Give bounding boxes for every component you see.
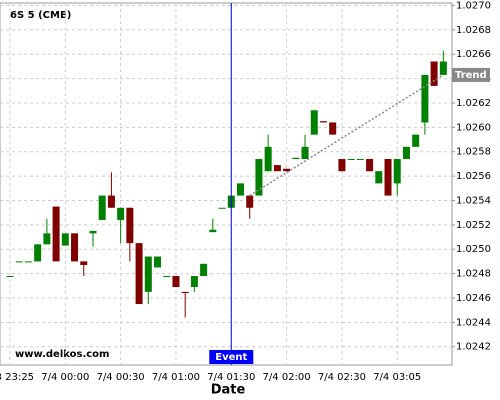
x-axis-label: Date (211, 383, 246, 398)
x-tick-label: 7/3 23:25 (0, 372, 34, 383)
candle-body (246, 195, 254, 208)
y-tick-label: 1.0244 (456, 317, 491, 328)
x-tick-label: 7/4 02:00 (263, 372, 311, 383)
candle-body (402, 146, 410, 160)
candle-body (200, 263, 208, 277)
trend-label-box (452, 67, 490, 82)
candle-body (237, 183, 244, 196)
candle-body (338, 159, 346, 172)
candle-body (412, 134, 420, 147)
candle-body (329, 122, 337, 135)
candle-body (117, 207, 125, 220)
candle-body (24, 261, 32, 263)
candle-body (430, 61, 438, 86)
candle-body (421, 74, 429, 123)
candle-body (209, 229, 217, 233)
candle-body (43, 233, 51, 245)
candle-body (181, 291, 189, 294)
x-tick-label: 7/4 01:30 (207, 372, 255, 383)
candle-body (52, 206, 60, 262)
candle-body (375, 171, 383, 184)
candle-body (439, 61, 447, 75)
event-label: Event (215, 352, 247, 363)
y-tick-label: 1.0254 (456, 195, 491, 206)
y-tick-label: 1.0268 (456, 25, 491, 36)
candle-body (6, 276, 14, 278)
candle-body (15, 261, 23, 263)
y-tick-label: 1.0258 (456, 147, 491, 158)
y-tick-label: 1.0266 (456, 49, 491, 60)
candle-body (126, 207, 134, 244)
candle-body (292, 157, 300, 160)
candle-body (273, 165, 281, 172)
trend-label: Trend (455, 70, 487, 81)
candle-body (61, 233, 69, 246)
x-tick-label: 7/4 00:00 (41, 372, 89, 383)
candle-body (301, 146, 309, 160)
candle-body (80, 261, 88, 266)
candle-body (135, 243, 143, 305)
candle-body (255, 159, 263, 196)
candle-body (107, 195, 115, 208)
candle-body (264, 146, 272, 172)
y-tick-label: 1.0262 (456, 98, 491, 109)
candle-body (172, 276, 180, 287)
event-label-box (209, 350, 254, 364)
candle-body (144, 256, 152, 292)
y-tick-label: 1.0252 (456, 220, 491, 231)
y-tick-label: 1.0270 (456, 0, 491, 11)
candle-body (163, 276, 171, 278)
candle-body (393, 159, 401, 184)
candle-body (347, 159, 355, 161)
y-tick-label: 1.0248 (456, 269, 491, 280)
candle-body (366, 159, 374, 172)
candle-body (384, 159, 392, 196)
candle-body (34, 244, 42, 262)
candle-body (356, 159, 364, 161)
x-tick-label: 7/4 00:30 (97, 372, 145, 383)
candle-body (98, 195, 106, 220)
watermark: www.delkos.com (15, 349, 109, 360)
candle-body (154, 256, 162, 268)
y-tick-label: 1.0260 (456, 122, 491, 133)
chart-title: 6S 5 (CME) (10, 10, 71, 21)
candle-body (190, 276, 198, 287)
x-tick-label: 7/4 01:00 (152, 372, 200, 383)
candle-body (218, 207, 226, 209)
candle-body (319, 121, 327, 123)
candle-body (310, 110, 318, 135)
y-tick-label: 1.0250 (456, 244, 491, 255)
y-tick-label: 1.0246 (456, 293, 491, 304)
candle-body (283, 168, 291, 172)
candle-body (89, 230, 97, 234)
x-tick-label: 7/4 03:05 (373, 372, 421, 383)
plot-frame (0, 2, 453, 366)
y-tick-label: 1.0256 (456, 171, 491, 182)
x-tick-label: 7/4 02:30 (318, 372, 366, 383)
y-tick-label: 1.0242 (456, 342, 491, 353)
candle-body (71, 233, 79, 262)
